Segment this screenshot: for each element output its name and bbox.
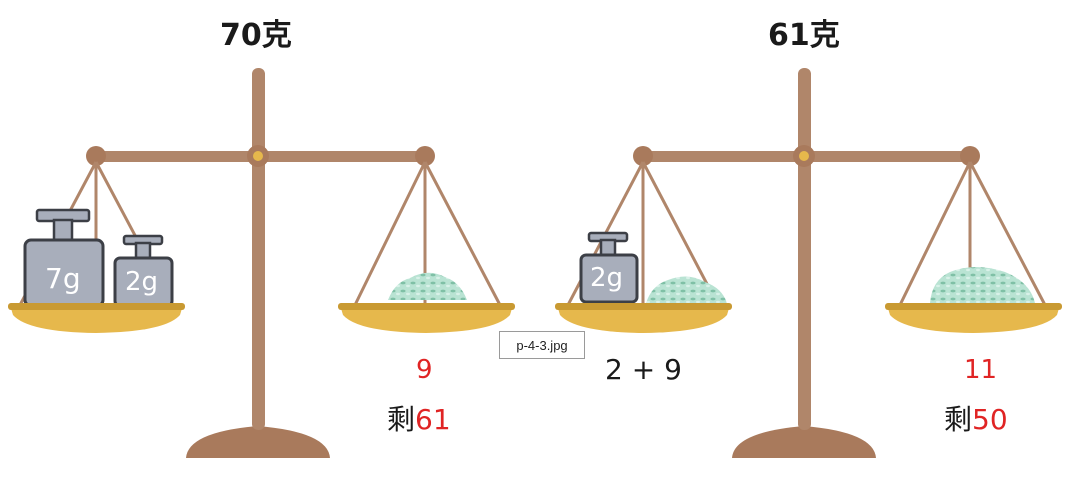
powder-pile bbox=[646, 276, 727, 303]
weight-2g bbox=[113, 234, 174, 308]
powder-weight-value: 9 bbox=[416, 355, 433, 385]
pan-right bbox=[340, 305, 513, 333]
weight-7g bbox=[23, 208, 105, 308]
weight-label-7g: 7g bbox=[45, 262, 81, 295]
weight-label-2g: 2g bbox=[125, 267, 159, 297]
scale-base bbox=[186, 426, 330, 458]
remaining-prefix: 剩 bbox=[944, 403, 973, 436]
scale-left bbox=[8, 68, 515, 458]
remaining-value: 61 bbox=[415, 403, 451, 436]
remaining-label: 剩50 bbox=[944, 398, 1008, 438]
powder-weight-value: 11 bbox=[964, 355, 998, 385]
scale-post bbox=[798, 68, 811, 430]
filename-tooltip: p-4-3.jpg bbox=[499, 331, 585, 359]
pan-left bbox=[557, 305, 730, 333]
scale-right bbox=[555, 68, 1062, 458]
powder-pile bbox=[930, 267, 1035, 303]
powder-pile bbox=[388, 272, 467, 300]
scale-post bbox=[252, 68, 265, 430]
sum-expression: 2 + 9 bbox=[605, 353, 682, 386]
scale-left-title: 70克 bbox=[220, 18, 292, 53]
remaining-label: 剩61 bbox=[387, 398, 451, 438]
weight-label-2g: 2g bbox=[590, 263, 624, 293]
weight-2g bbox=[579, 231, 639, 304]
pan-left bbox=[10, 305, 183, 333]
scale-base bbox=[732, 426, 876, 458]
remaining-prefix: 剩 bbox=[387, 403, 416, 436]
scale-right-title: 61克 bbox=[768, 18, 840, 53]
remaining-value: 50 bbox=[972, 403, 1008, 436]
pan-right bbox=[887, 305, 1060, 333]
